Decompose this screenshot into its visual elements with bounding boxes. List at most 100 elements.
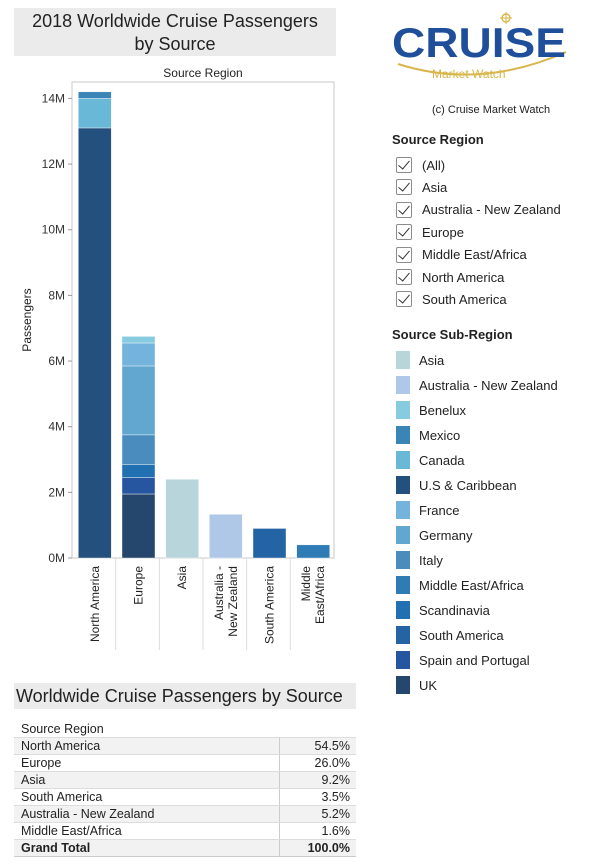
legend-swatch: [396, 626, 410, 644]
stacked-bar-chart: Source Region Passengers 0M 2M 4M 6M 8M 10M 12M 1…: [20, 66, 335, 650]
bar-segment[interactable]: [252, 528, 287, 559]
legend-item[interactable]: UK: [396, 675, 437, 695]
y-tick-label: 0M: [48, 551, 65, 565]
x-category-label: South America: [263, 566, 277, 644]
bar-segment[interactable]: [121, 365, 156, 436]
legend-swatch: [396, 576, 410, 594]
filter-option[interactable]: Europe: [396, 222, 464, 242]
filter-option[interactable]: (All): [396, 155, 445, 175]
legend-item[interactable]: Middle East/Africa: [396, 575, 524, 595]
checkbox-checked-icon[interactable]: [396, 201, 412, 218]
legend-item[interactable]: Italy: [396, 550, 443, 570]
table-cell-region: South America: [21, 790, 103, 804]
legend-label: Scandinavia: [419, 602, 490, 618]
y-tick-label: 2M: [48, 485, 65, 499]
chart-title-line1: 2018 Worldwide Cruise Passengers: [32, 11, 318, 31]
legend-swatch: [396, 351, 410, 369]
table-cell-region: Grand Total: [21, 841, 91, 855]
legend-item[interactable]: Benelux: [396, 400, 466, 420]
filter-option-label: North America: [422, 269, 505, 285]
y-tick-label: 14M: [42, 91, 65, 105]
table-row: North America 54.5%: [14, 737, 356, 754]
checkbox-checked-icon[interactable]: [396, 291, 412, 308]
filter-option[interactable]: Middle East/Africa: [396, 245, 527, 265]
y-tick-label: 6M: [48, 354, 65, 368]
legend-label: South America: [419, 627, 504, 643]
table-cell-region: Europe: [21, 756, 62, 770]
y-tick-label: 4M: [48, 420, 65, 434]
legend-item[interactable]: Germany: [396, 525, 472, 545]
table-cell-share: 9.2%: [279, 772, 356, 788]
legend-item[interactable]: U.S & Caribbean: [396, 475, 517, 495]
bar-segment[interactable]: [121, 464, 156, 478]
checkbox-checked-icon[interactable]: [396, 157, 412, 173]
filter-option-label: Europe: [422, 224, 464, 240]
legend-label: Australia - New Zealand: [419, 377, 558, 393]
bar-segment[interactable]: [78, 98, 112, 129]
y-tick-label: 12M: [42, 157, 65, 171]
logo-wordmark: CRUISE: [392, 19, 566, 66]
legend-item[interactable]: Australia - New Zealand: [396, 375, 558, 395]
table-row: Europe 26.0%: [14, 754, 356, 771]
filter-option-label: Australia - New Zealand: [422, 202, 561, 218]
legend-label: Benelux: [419, 402, 466, 418]
legend-swatch: [396, 376, 410, 394]
legend-label: Mexico: [419, 427, 461, 443]
bar-segment[interactable]: [121, 336, 156, 344]
table-title: Worldwide Cruise Passengers by Source: [14, 683, 356, 709]
legend-item[interactable]: Canada: [396, 450, 465, 470]
chart-title-line2: by Source: [134, 34, 216, 54]
legend-label: Canada: [419, 452, 465, 468]
legend-swatch: [396, 451, 410, 469]
bar-segment[interactable]: [296, 544, 330, 559]
bar-segment[interactable]: [121, 434, 156, 465]
filter-option[interactable]: South America: [396, 289, 507, 309]
bar-segment[interactable]: [209, 514, 243, 559]
legend-item[interactable]: South America: [396, 625, 504, 645]
filter-option[interactable]: Australia - New Zealand: [396, 200, 561, 220]
checkbox-checked-icon[interactable]: [396, 246, 412, 263]
logo-tagline: Market Watch: [432, 67, 506, 81]
table-cell-region: Asia: [21, 773, 46, 787]
legend-item[interactable]: Spain and Portugal: [396, 650, 530, 670]
legend-item[interactable]: Scandinavia: [396, 600, 490, 620]
y-tick-label: 8M: [48, 288, 65, 302]
y-axis-label: Passengers: [20, 288, 34, 351]
x-category-label: Australia -: [212, 566, 226, 620]
table-cell-share: 54.5%: [279, 738, 356, 754]
bar-segment[interactable]: [78, 91, 112, 99]
table-cell-share: 5.2%: [279, 806, 356, 822]
bar-segment[interactable]: [78, 127, 112, 559]
checkbox-checked-icon[interactable]: [396, 224, 412, 241]
legend-swatch: [396, 676, 410, 694]
checkbox-checked-icon[interactable]: [396, 269, 412, 285]
chart-title: 2018 Worldwide Cruise Passengers by Sour…: [14, 8, 336, 56]
table-row: Asia 9.2%: [14, 771, 356, 788]
legend-item[interactable]: Asia: [396, 350, 444, 370]
legend-label: Asia: [419, 352, 445, 368]
bar-segment[interactable]: [121, 477, 156, 495]
table-cell-share: 100.0%: [279, 840, 356, 856]
x-category-label: Middle: [299, 566, 313, 602]
legend-item[interactable]: France: [396, 500, 459, 520]
share-table: Source Region North America 54.5% Europe 26…: [14, 722, 356, 857]
legend-label: France: [419, 502, 460, 518]
table-cell-region: Middle East/Africa: [21, 824, 122, 838]
bar-segment[interactable]: [121, 493, 156, 559]
legend-swatch: [396, 476, 410, 494]
legend-item[interactable]: Mexico: [396, 425, 460, 445]
table-cell-region: North America: [21, 739, 101, 753]
x-category-label: New Zealand: [226, 566, 240, 637]
y-tick-label: 10M: [42, 223, 65, 237]
legend-label: UK: [419, 677, 438, 693]
filter-option[interactable]: Asia: [396, 177, 447, 197]
bar-segment[interactable]: [165, 479, 199, 559]
bar-segment[interactable]: [121, 342, 156, 367]
checkbox-checked-icon[interactable]: [396, 179, 412, 196]
filter-option-label: South America: [422, 291, 507, 307]
table-cell-share: 1.6%: [279, 823, 356, 839]
filter-option-label: Asia: [422, 179, 448, 195]
legend-label: Italy: [419, 552, 443, 568]
legend-label: Germany: [419, 527, 473, 543]
filter-option[interactable]: North America: [396, 267, 504, 287]
